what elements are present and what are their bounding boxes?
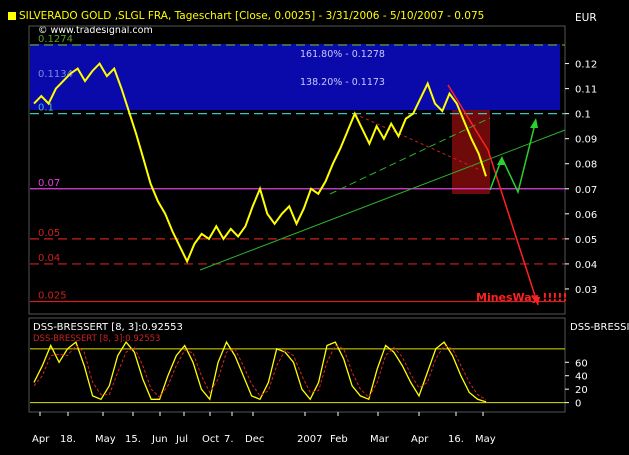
- x-tick-label-4: Jun: [151, 434, 168, 445]
- x-tick-label-10: Feb: [330, 434, 348, 445]
- x-tick-label-11: Mar: [370, 434, 390, 445]
- x-tick-label-9: 2007: [297, 434, 322, 445]
- osc-tick-label-1: 40: [575, 372, 588, 383]
- y-tick-label-9: 0.03: [575, 285, 597, 296]
- trend-lines: [199, 113, 566, 271]
- y-tick-label-0: 0.12: [575, 60, 597, 71]
- y-tick-label-4: 0.08: [575, 160, 597, 171]
- indicator-signal-label: DSS-BRESSERT [8, 3]:0.92553: [33, 334, 160, 344]
- indicator-right-label: DSS-BRESSI: [570, 322, 629, 333]
- unit-label: EUR: [575, 12, 597, 24]
- level-label-3: 0.07: [38, 178, 60, 189]
- price-line: [33, 61, 487, 264]
- indicator-title: DSS-BRESSERT [8, 3]:0.92553: [33, 322, 183, 333]
- level-label-5: 0.04: [38, 253, 60, 264]
- osc-tick-label-3: 0: [575, 399, 581, 410]
- oscillator-axis: 60 40 20 0: [565, 358, 588, 410]
- projection-down-arrow: [447, 84, 539, 306]
- annotation-minesway: MinesWay !!!!!: [476, 291, 567, 304]
- watermark: © www.tradesignal.com: [38, 25, 153, 36]
- osc-series-0: [33, 340, 487, 403]
- level-lines: 0.1274 0.1134 0.1 0.07 0.05 0.04 0.025: [30, 34, 565, 303]
- y-tick-label-1: 0.11: [575, 85, 597, 96]
- trendline-lower: [199, 129, 566, 271]
- level-label-4: 0.05: [38, 228, 60, 239]
- y-tick-label-3: 0.09: [575, 135, 597, 146]
- x-tick-label-8: Dec: [245, 434, 264, 445]
- oscillator-lines: [30, 340, 565, 404]
- y-tick-label-8: 0.04: [575, 260, 597, 271]
- y-tick-label-6: 0.06: [575, 210, 597, 221]
- chart-title: SILVERADO GOLD ,SLGL FRA, Tageschart [Cl…: [19, 10, 484, 22]
- y-tick-label-7: 0.05: [575, 235, 597, 246]
- x-tick-label-6: Oct: [202, 434, 219, 445]
- osc-series-1: [33, 344, 487, 401]
- time-axis: Apr 18. May 15. Jun Jul Oct 7. Dec 2007 Feb Mar Apr 1…: [32, 412, 496, 445]
- fib-label-138: 138.20% - 0.1173: [300, 77, 385, 88]
- resistance-box: [452, 110, 490, 194]
- level-label-6: 0.025: [38, 290, 67, 301]
- main-pane[interactable]: [28, 25, 566, 315]
- x-tick-label-2: May: [95, 434, 116, 445]
- projection-up-arrow: [489, 119, 537, 195]
- level-label-1: 0.1134: [38, 69, 73, 80]
- trendline-down: [354, 113, 481, 171]
- level-label-2: 0.1: [38, 103, 54, 114]
- x-tick-label-1: 18.: [60, 434, 76, 445]
- y-tick-label-2: 0.1: [575, 110, 591, 121]
- osc-tick-label-2: 20: [575, 385, 588, 396]
- arrow-head-down-icon: [531, 296, 540, 305]
- x-tick-label-14: May: [475, 434, 496, 445]
- price-axis: 0.12 0.11 0.1 0.09 0.08 0.07 0.06 0.05 0.04 0.03: [565, 60, 597, 296]
- x-tick-label-5: Jul: [175, 434, 188, 445]
- fib-label-161: 161.80% - 0.1278: [300, 49, 385, 60]
- arrow-head-mid-icon: [497, 156, 505, 165]
- level-label-0: 0.1274: [38, 34, 73, 45]
- x-tick-label-13: 16.: [448, 434, 464, 445]
- arrow-head-up-icon: [530, 118, 538, 128]
- trendline-channel: [329, 117, 491, 195]
- x-tick-label-3: 15.: [125, 434, 141, 445]
- series-color-swatch: [8, 12, 16, 20]
- osc-tick-label-0: 60: [575, 358, 588, 369]
- x-tick-label-12: Apr: [411, 434, 429, 445]
- x-tick-label-0: Apr: [32, 434, 50, 445]
- oscillator-pane[interactable]: [28, 317, 566, 413]
- fibonacci-zone: [30, 44, 560, 110]
- y-tick-label-5: 0.07: [575, 185, 597, 196]
- x-tick-label-7: 7.: [224, 434, 234, 445]
